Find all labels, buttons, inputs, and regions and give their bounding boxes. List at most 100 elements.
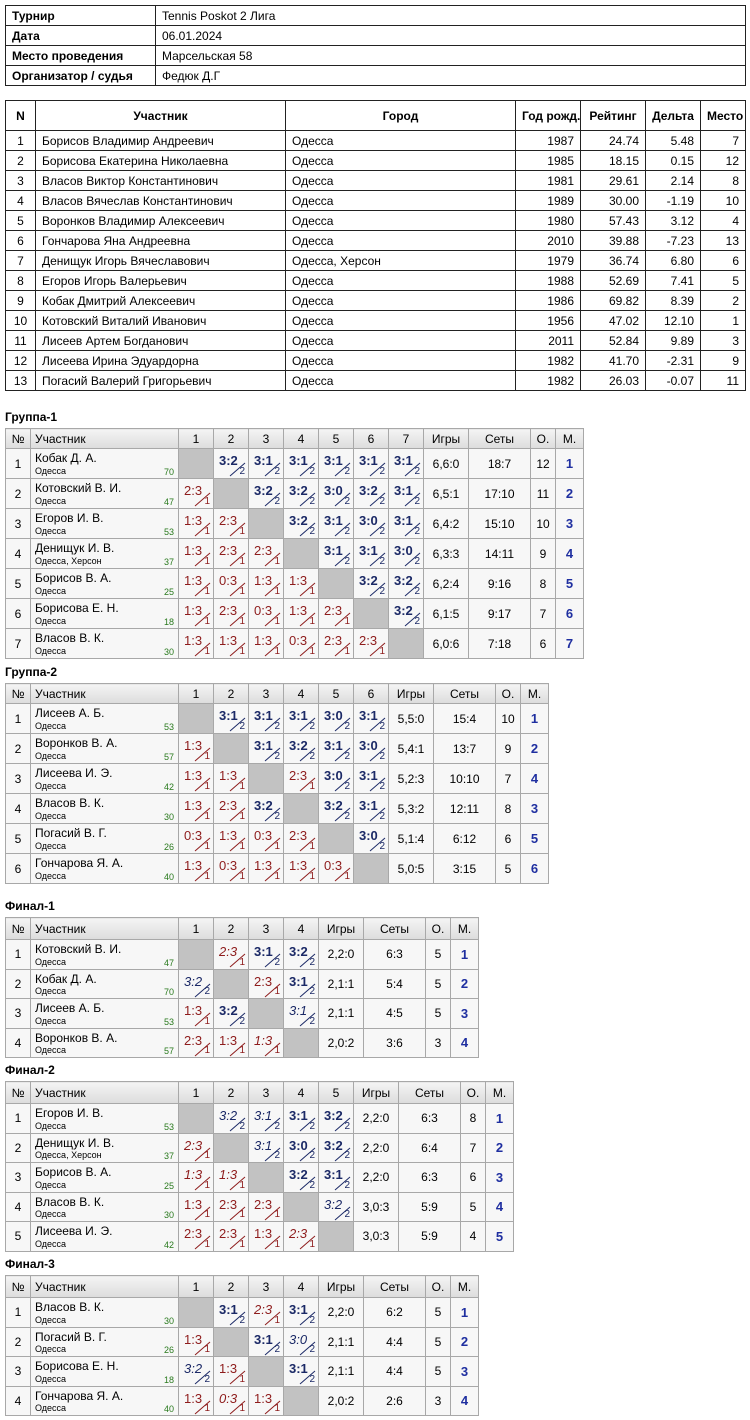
slash bbox=[299, 867, 316, 882]
match-points: 2 bbox=[379, 586, 385, 597]
score: 1:3 bbox=[184, 603, 203, 618]
score: 1:3 bbox=[219, 1032, 238, 1048]
participant-cell: 5.48 bbox=[645, 130, 701, 151]
score: 1:3 bbox=[219, 768, 238, 783]
result-cell: 3:0 2 bbox=[388, 538, 424, 569]
slash-line bbox=[334, 612, 351, 627]
player-name: Власов В. К. bbox=[35, 796, 105, 810]
player-row: 1 Егоров И. В. Одесса 53 3:2 2 3:1 2 3:1 2 3:2 2 2,2… bbox=[5, 1103, 514, 1134]
result-cell: 3:1 2 bbox=[388, 508, 424, 539]
slash-line bbox=[264, 1400, 281, 1414]
points: 3 bbox=[425, 1027, 451, 1058]
slash-line bbox=[369, 582, 386, 597]
slash bbox=[264, 867, 281, 882]
result-cell: 3:1 2 bbox=[248, 733, 284, 764]
result-cell: 3:2 2 bbox=[283, 939, 319, 970]
points: 10 bbox=[530, 508, 556, 539]
score: 1:3 bbox=[254, 573, 273, 588]
slash-line bbox=[194, 807, 211, 822]
result-cell: 3:1 2 bbox=[318, 448, 354, 479]
slash bbox=[404, 522, 421, 537]
slash bbox=[264, 1206, 281, 1220]
games: 5,3:2 bbox=[388, 793, 434, 824]
result-cell: 3:1 2 bbox=[388, 478, 424, 509]
slash bbox=[194, 1176, 211, 1191]
header-cell: N bbox=[5, 100, 36, 131]
slash bbox=[229, 837, 246, 852]
slash bbox=[229, 1235, 246, 1250]
header-cell: 6 bbox=[353, 428, 389, 449]
score: 2:3 bbox=[219, 944, 238, 959]
score: 1:3 bbox=[184, 768, 203, 783]
slash-line bbox=[229, 807, 246, 822]
player-cell: Лисеева И. Э. Одесса 42 bbox=[30, 763, 179, 794]
score: 1:3 bbox=[184, 543, 203, 558]
slash bbox=[299, 1176, 316, 1191]
result-cell: 1:3 1 bbox=[178, 853, 214, 884]
match-points: 1 bbox=[204, 1209, 210, 1220]
player-name: Погасий В. Г. bbox=[35, 1329, 107, 1344]
slash-line bbox=[264, 492, 281, 507]
match-points: 1 bbox=[239, 1045, 245, 1056]
slash-line bbox=[299, 492, 316, 507]
player-name: Погасий В. Г. bbox=[35, 826, 107, 840]
header-cell: № bbox=[5, 428, 31, 449]
match-points: 1 bbox=[379, 646, 385, 657]
result-cell: 1:3 1 bbox=[178, 598, 214, 629]
row-number: 1 bbox=[5, 1103, 31, 1134]
slash-line bbox=[229, 1117, 246, 1132]
participant-cell: Борисова Екатерина Николаевна bbox=[35, 150, 286, 171]
score: 2:3 bbox=[254, 1302, 273, 1317]
result-cell: 2:3 1 bbox=[318, 598, 354, 629]
sets: 15:10 bbox=[468, 508, 531, 539]
empty-cell bbox=[353, 853, 389, 884]
info-value: Tennis Poskot 2 Лига bbox=[155, 5, 746, 26]
participant-row: 6 Гончарова Яна Андреевна Одесса 2010 39.88-… bbox=[5, 230, 746, 251]
slash-line bbox=[369, 492, 386, 507]
result-cell: 0:3 1 bbox=[213, 568, 249, 599]
result-cell: 3:0 2 bbox=[318, 703, 354, 734]
slash bbox=[369, 777, 386, 792]
match-points: 1 bbox=[344, 646, 350, 657]
result-cell: 1:3 1 bbox=[213, 1027, 249, 1058]
match-points: 1 bbox=[274, 1314, 280, 1326]
points: 6 bbox=[460, 1162, 486, 1193]
score: 1:3 bbox=[184, 1331, 203, 1347]
match-points: 1 bbox=[239, 1179, 245, 1191]
score: 2:3 bbox=[184, 1032, 203, 1048]
player-city: Одесса bbox=[35, 1015, 67, 1026]
result-cell: 0:3 1 bbox=[248, 598, 284, 629]
participant-cell: 1988 bbox=[515, 270, 581, 291]
slash-line bbox=[369, 837, 386, 852]
result-cell: 3:2 2 bbox=[283, 733, 319, 764]
info-table: Турнир Tennis Poskot 2 Лига Дата 06.01.2024… bbox=[5, 5, 746, 86]
sets: 3:6 bbox=[363, 1027, 426, 1058]
points: 5 bbox=[425, 998, 451, 1029]
match-points: 2 bbox=[309, 1015, 315, 1027]
slash bbox=[369, 462, 386, 477]
match-points: 1 bbox=[239, 1209, 245, 1220]
empty-cell bbox=[248, 998, 284, 1029]
header-cell: Участник bbox=[30, 683, 179, 704]
slash-line bbox=[229, 1311, 246, 1326]
score: 3:1 bbox=[254, 944, 273, 959]
participant-row: 12 Лисеева Ирина Эдуардорна Одесса 1982 41.7… bbox=[5, 350, 746, 371]
row-number: 2 bbox=[5, 968, 31, 999]
games: 5,2:3 bbox=[388, 763, 434, 794]
score: 3:0 bbox=[324, 483, 343, 498]
slash-line bbox=[334, 642, 351, 657]
slash bbox=[229, 1206, 246, 1220]
result-cell: 1:3 1 bbox=[178, 1326, 214, 1357]
sets: 4:4 bbox=[363, 1326, 426, 1357]
row-number: 2 bbox=[5, 733, 31, 764]
player-row: 2 Котовский В. И. Одесса 47 2:3 1 3:2 2 3:2 2 3:0 2… bbox=[5, 478, 584, 509]
match-points: 2 bbox=[309, 496, 315, 507]
slash bbox=[299, 522, 316, 537]
slash-line bbox=[229, 1400, 246, 1414]
info-label: Место проведения bbox=[5, 45, 156, 66]
match-points: 1 bbox=[239, 556, 245, 567]
score: 3:0 bbox=[394, 543, 413, 558]
score: 0:3 bbox=[219, 1390, 238, 1406]
games: 6,1:5 bbox=[423, 598, 469, 629]
points: 12 bbox=[530, 448, 556, 479]
